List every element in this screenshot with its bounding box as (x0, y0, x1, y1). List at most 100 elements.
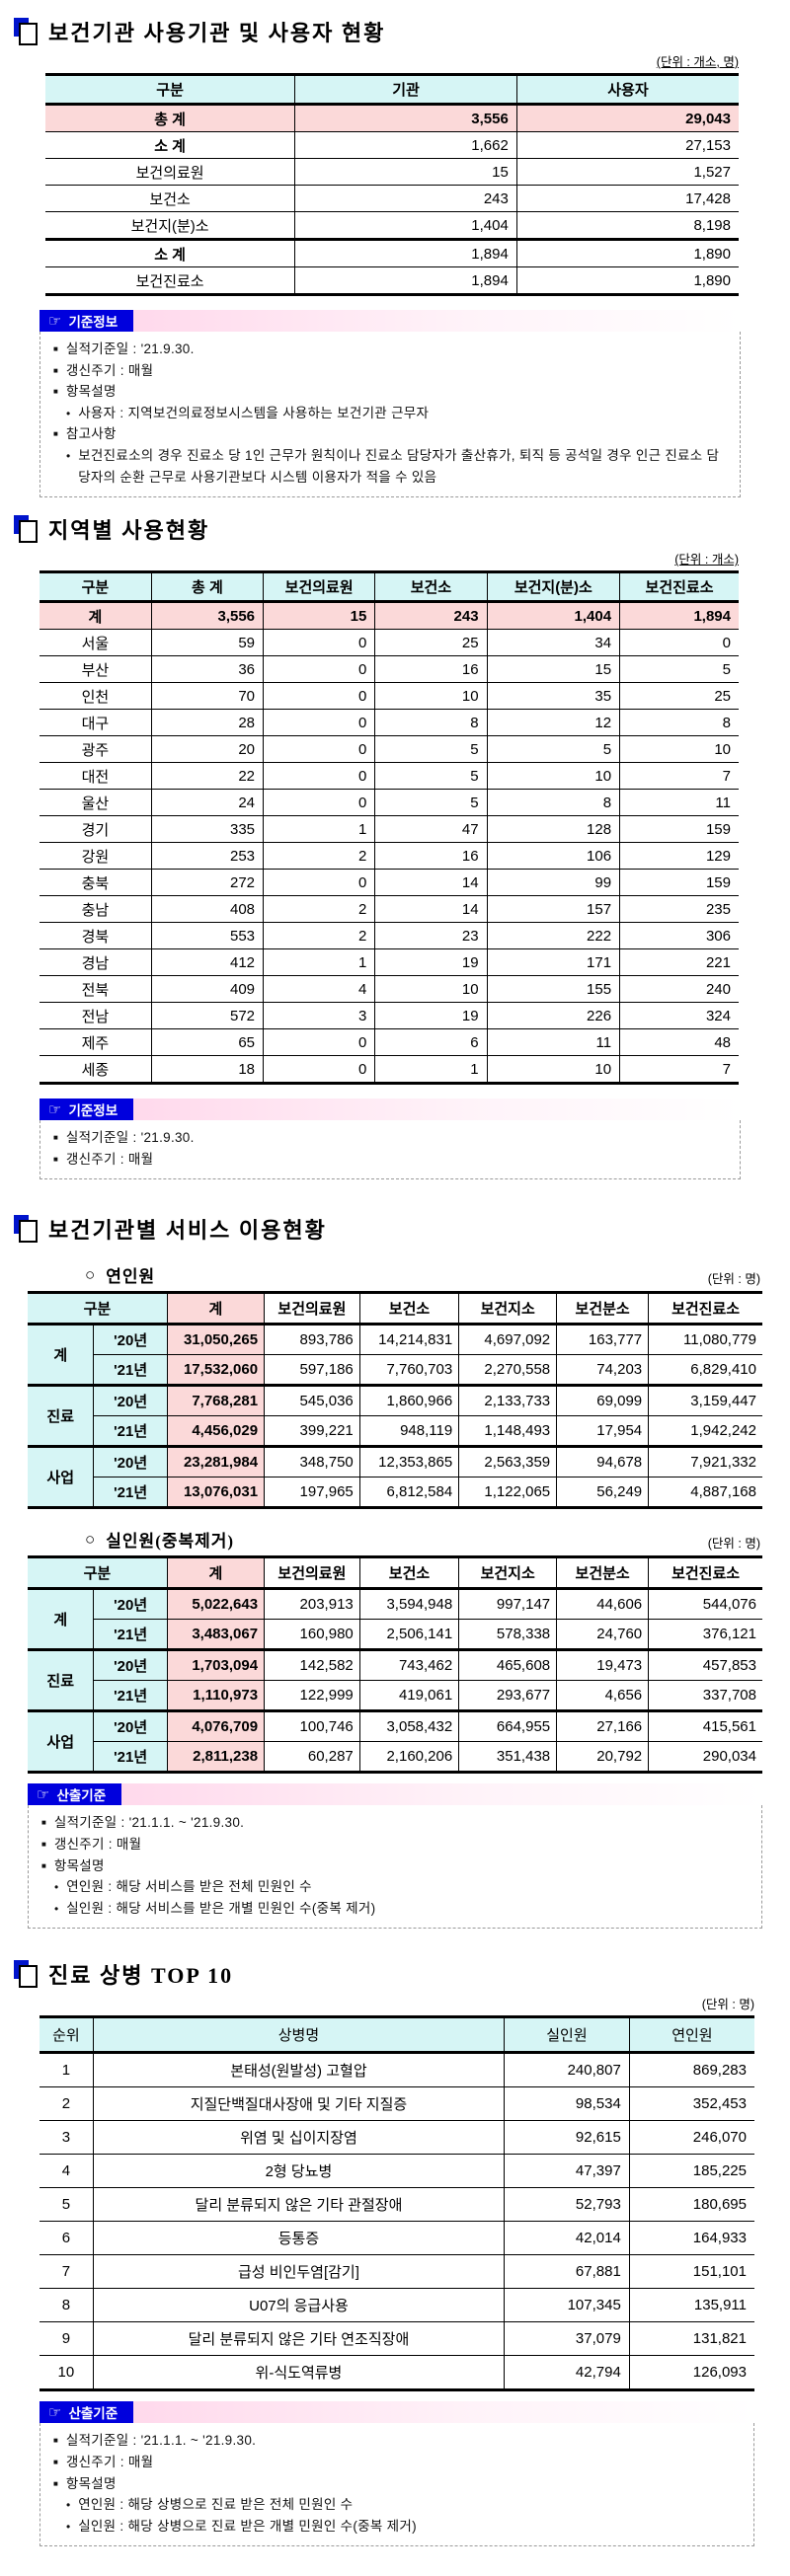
table-cell: 34 (486, 629, 620, 656)
info-text: 사용자 : 지역보건의료정보시스템을 사용하는 보건기관 근무자 (78, 405, 430, 420)
table-row: 제주 65 0 6 11 48 (40, 1028, 739, 1056)
table-cell: 15 (294, 158, 517, 186)
table-cell: 2 (263, 922, 375, 949)
info-line: ■ 항목설명 (41, 1856, 750, 1877)
table-cell: 35 (486, 682, 620, 710)
table-cell: 6 (374, 1028, 488, 1056)
table-row: 대전 22 0 5 10 7 (40, 762, 739, 790)
table-cell: 인천 (81, 688, 110, 706)
column-header: 보건분소 (556, 1556, 649, 1589)
table-cell: 293,677 (458, 1680, 557, 1711)
table-cell: 131,821 (628, 2321, 754, 2356)
table-cell: 25 (374, 629, 488, 656)
column-header: 보건소 (374, 571, 488, 602)
square-bullet-icon: ■ (41, 1839, 46, 1849)
table-cell: 경기 (81, 821, 110, 839)
table-cell: 9 (61, 2330, 71, 2348)
table-row: 진료 '20년 1,703,094 142,582 743,462 465,608 19,4… (28, 1649, 762, 1711)
table-cell: 4,887,168 (648, 1477, 762, 1508)
table-cell: 8 (486, 789, 620, 816)
table-cell: 계 (40, 601, 152, 630)
section-title-usage: 보건기관 사용기관 및 사용자 현황 (14, 16, 790, 47)
table-cell: '21년 (93, 1741, 168, 1773)
table-cell: 2,160,206 (358, 1741, 459, 1773)
table-cell: 부산 (81, 661, 110, 679)
table-cell: 충남 (81, 901, 110, 919)
table-cell: 246,070 (628, 2120, 754, 2155)
table-row: 광주 20 0 5 5 10 (40, 735, 739, 763)
pointing-hand-icon: ☞ (48, 1100, 62, 1118)
table-cell: 25 (619, 682, 739, 710)
info-box-body: ■ 실적기준일 : '21.9.30. ■ 갱신주기 : 매월 ■ 항목설명 • 사용자 : … (40, 332, 741, 498)
table-cell: 4,456,029 (166, 1415, 265, 1447)
table-cell: 2 (61, 2095, 71, 2113)
table-cell: 44,606 (556, 1588, 649, 1620)
info-line: • 실인원 : 해당 서비스를 받은 개별 민원인 수(중복 제거) (54, 1898, 750, 1920)
top10-table-body: 1 본태성(원발성) 고혈압 240,807 869,283 2 지질단백질대사장애 및 … (40, 2052, 754, 2390)
table-cell: 7 (619, 762, 739, 790)
table-row: 7 급성 비인두염[감기] 67,881 151,101 (40, 2254, 754, 2289)
table-cell: 0 (263, 629, 375, 656)
table-cell: 47 (374, 815, 488, 843)
table-cell: 36 (150, 655, 264, 683)
table-cell: 광주 (81, 741, 110, 759)
table-cell: 157 (486, 895, 620, 923)
table-cell: 5 (374, 735, 488, 763)
table-cell: 전남 (81, 1008, 110, 1025)
silinwon-table-body: 계 '20년 5,022,643 203,913 3,594,948 997,147 44,… (28, 1588, 762, 1773)
info-line: ■ 갱신주기 : 매월 (53, 2452, 742, 2473)
info-line: ■ 갱신주기 : 매월 (53, 1149, 728, 1171)
dot-bullet-icon: • (66, 2519, 71, 2534)
table-row: 충북 272 0 14 99 159 (40, 869, 739, 896)
table-cell: 31,050,265 (166, 1324, 265, 1355)
table-cell: 243 (294, 185, 517, 212)
table-cell: 29,043 (515, 104, 739, 132)
info-text: 갱신주기 : 매월 (65, 2454, 154, 2469)
circle-marker-icon: ○ (85, 1264, 97, 1284)
table-cell: 253 (150, 842, 264, 870)
info-box-title: ☞ 산출기준 (28, 1783, 122, 1806)
info-box-body: ■ 실적기준일 : '21.1.1. ~ '21.9.30. ■ 갱신주기 : 매월 ■… (40, 2423, 754, 2547)
table-cell: 48 (619, 1028, 739, 1056)
table-row: '21년 13,076,031 197,965 6,812,584 1,122,065 5… (28, 1477, 762, 1508)
table-cell: 2 (263, 842, 375, 870)
table-cell: 351,438 (458, 1741, 557, 1773)
table-row: 울산 24 0 5 8 11 (40, 789, 739, 816)
table-cell: 7,760,703 (358, 1354, 459, 1386)
table-cell: 4 (263, 975, 375, 1003)
table-cell: 사업 (28, 1446, 94, 1508)
column-header: 구분 (28, 1292, 168, 1325)
table-row: '21년 2,811,238 60,287 2,160,206 351,438 20,79… (28, 1741, 762, 1773)
table-cell: 106 (486, 842, 620, 870)
table-cell: 2,133,733 (458, 1385, 557, 1416)
column-header: 총 계 (150, 571, 264, 602)
table-row: 전북 409 4 10 155 240 (40, 975, 739, 1003)
top10-table: 순위 상병명 실인원 연인원 1 본태성(원발성) 고혈압 240,807 869,2… (40, 2015, 754, 2392)
table-cell: 본태성(원발성) 고혈압 (92, 2052, 505, 2087)
table-cell: 7,768,281 (166, 1385, 265, 1416)
unit-label: (단위 : 명) (701, 1998, 754, 2012)
table-cell: '21년 (93, 1680, 168, 1711)
table-row: '21년 4,456,029 399,221 948,119 1,148,493 17,9… (28, 1415, 762, 1447)
table-cell: 10 (57, 2364, 75, 2382)
table-cell: 1,662 (294, 131, 517, 159)
unit-label: (단위 : 개소) (674, 553, 739, 568)
column-header: 보건진료소 (619, 571, 739, 602)
table-row: 8 U07의 응급사용 107,345 135,911 (40, 2288, 754, 2322)
table-cell: 2,563,359 (458, 1446, 557, 1477)
info-box-title: ☞ 산출기준 (40, 2401, 134, 2424)
yeoninwon-table: 구분 계 보건의료원 보건소 보건지소 보건분소 보건진료소 계 '20년 31,0… (28, 1291, 762, 1510)
table-cell: 8,198 (515, 211, 739, 240)
table-cell: 23,281,984 (166, 1446, 265, 1477)
table-row: 보건지(분)소 1,404 8,198 (45, 211, 739, 240)
info-text: 실적기준일 : '21.9.30. (65, 341, 195, 356)
table-cell: 제주 (81, 1034, 110, 1052)
column-header: 순위 (40, 2016, 94, 2053)
table-cell: 0 (263, 682, 375, 710)
table-cell: 1 (374, 1055, 488, 1084)
table-cell: 235 (619, 895, 739, 923)
column-header: 실인원 (504, 2016, 630, 2053)
table-cell: 17,954 (556, 1415, 649, 1447)
circle-marker-icon: ○ (85, 1529, 97, 1549)
column-header: 계 (166, 1292, 265, 1325)
